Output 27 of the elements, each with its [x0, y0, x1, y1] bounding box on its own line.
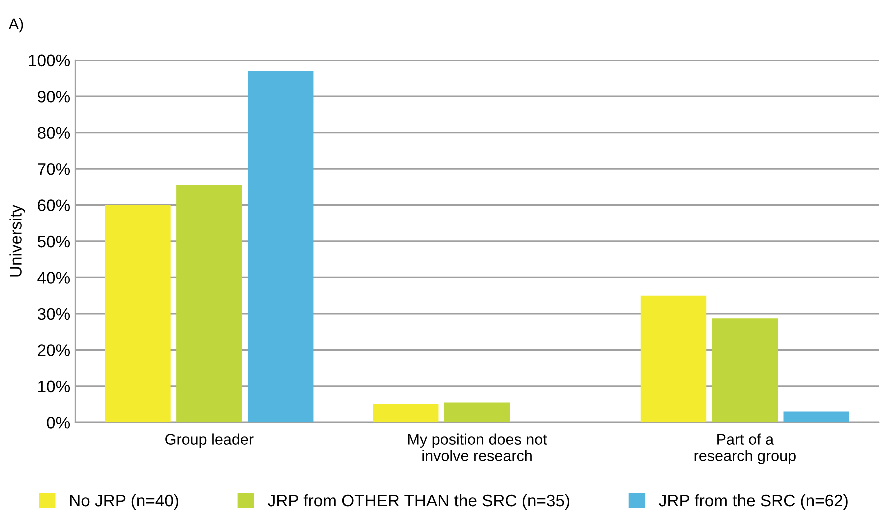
legend-label: JRP from the SRC (n=62) [659, 494, 848, 510]
y-tick-label: 90% [38, 91, 70, 103]
y-tick-label: 20% [38, 344, 70, 356]
y-tick-label: 70% [38, 163, 70, 176]
bar [640, 296, 707, 423]
y-tick-label: 50% [38, 236, 70, 248]
chart-title: A) [8, 18, 24, 33]
bar [105, 205, 171, 423]
y-tick-label: 0% [47, 417, 70, 429]
x-tick-label: Part of a research group [694, 434, 796, 464]
legend-label: No JRP (n=40) [70, 494, 178, 510]
bar [176, 185, 242, 423]
y-tick-label: 30% [38, 308, 70, 320]
y-tick-label: 10% [38, 380, 70, 393]
y-tick-label: 60% [38, 200, 70, 212]
bar [373, 404, 439, 423]
x-tick-label: My position does not involve research [408, 434, 548, 462]
y-tick-label: 40% [38, 272, 70, 284]
legend-label: JRP from OTHER THAN the SRC (n=35) [268, 494, 570, 510]
bar [444, 402, 510, 423]
bar [784, 412, 850, 423]
y-tick-label: 80% [38, 127, 70, 140]
y-axis-title: University [10, 204, 26, 277]
bar [712, 318, 778, 423]
y-tick-label: 100% [29, 54, 70, 67]
x-tick-label: Group leader [166, 434, 254, 448]
bar [248, 71, 314, 423]
